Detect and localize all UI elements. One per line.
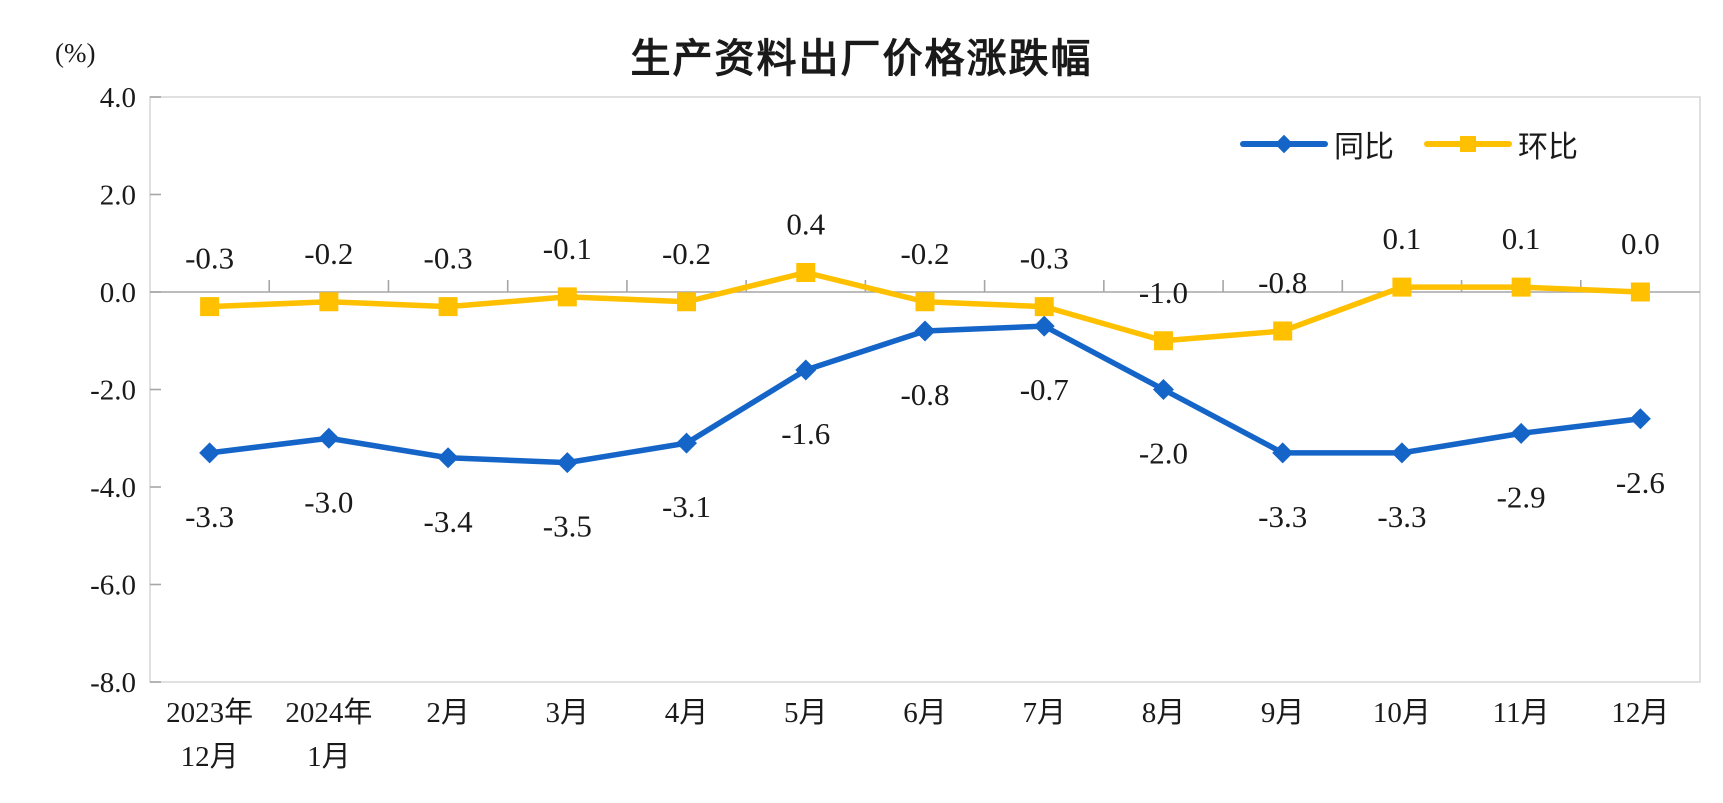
y-axis-tick-label: -6.0 (90, 570, 136, 602)
data-label: -3.4 (424, 504, 474, 539)
data-label: 0.0 (1621, 226, 1660, 261)
data-label: -3.5 (543, 509, 592, 544)
data-point (676, 432, 698, 454)
x-axis-label: 12月 (181, 741, 239, 773)
data-point (1392, 277, 1412, 297)
data-point (677, 292, 697, 312)
data-label: -3.1 (662, 489, 711, 524)
data-label: -0.7 (1020, 372, 1069, 407)
x-axis-label: 4月 (665, 697, 709, 729)
data-label: -0.8 (900, 377, 949, 412)
x-axis-label: 9月 (1261, 697, 1305, 729)
y-axis-tick-label: -8.0 (90, 667, 136, 699)
x-axis-label: 3月 (546, 697, 590, 729)
data-point (438, 297, 458, 317)
yoy-line-marker-icon (1240, 133, 1328, 155)
x-axis-label: 6月 (903, 697, 947, 729)
legend: 同比 环比 (1240, 122, 1578, 166)
x-axis-label: 5月 (784, 697, 828, 729)
data-point (1273, 321, 1293, 341)
data-point (200, 297, 220, 317)
data-label: -2.0 (1139, 436, 1188, 471)
data-point (1034, 297, 1054, 317)
data-label: -3.0 (304, 484, 353, 519)
data-point (437, 447, 459, 469)
y-axis-tick-label: 2.0 (100, 180, 136, 212)
data-label: -0.2 (662, 236, 711, 271)
data-label: 0.4 (786, 207, 825, 242)
legend-label-mom: 环比 (1518, 131, 1578, 164)
data-label: -0.2 (304, 236, 353, 271)
x-axis-label: 2023年 (166, 696, 253, 729)
legend-label-yoy: 同比 (1334, 131, 1394, 164)
data-label: -3.3 (1377, 499, 1426, 534)
data-label: -2.6 (1616, 465, 1665, 500)
data-point (1510, 422, 1532, 444)
data-point (1511, 277, 1531, 297)
chart-title: 生产资料出厂价格涨跌幅 (630, 36, 1093, 81)
data-point (1033, 315, 1055, 337)
data-point (1391, 442, 1413, 464)
data-label: 0.1 (1383, 221, 1422, 256)
legend-item-yoy: 同比 (1240, 122, 1394, 166)
x-axis-label: 7月 (1022, 697, 1066, 729)
data-label: -0.3 (185, 241, 234, 276)
x-axis-label: 10月 (1373, 697, 1431, 729)
x-axis-label: 2024年 (285, 696, 372, 729)
data-point (1272, 442, 1294, 464)
y-axis-tick-label: 0.0 (100, 277, 136, 309)
mom-line-marker-icon (1424, 133, 1512, 155)
legend-item-mom: 环比 (1424, 122, 1578, 166)
data-point (796, 263, 816, 282)
data-point (319, 292, 339, 312)
data-label: -0.3 (424, 241, 473, 276)
x-axis-label: 1月 (307, 741, 351, 773)
data-point (318, 427, 340, 449)
data-point (1152, 379, 1174, 400)
data-point (199, 442, 221, 464)
y-axis-unit-label: (%) (55, 38, 96, 68)
data-label: -3.3 (1258, 499, 1307, 534)
data-label: -1.0 (1139, 275, 1188, 310)
x-axis-label: 12月 (1611, 697, 1669, 729)
data-point (557, 287, 577, 307)
x-axis-label: 2月 (426, 697, 470, 729)
data-label: 0.1 (1502, 221, 1541, 256)
y-axis-tick-label: -4.0 (90, 472, 136, 504)
data-point (795, 359, 817, 381)
data-label: -0.2 (900, 236, 949, 271)
y-axis-tick-label: -2.0 (90, 375, 136, 407)
data-label: -3.3 (185, 499, 234, 534)
data-label: -1.6 (781, 416, 830, 451)
data-point (556, 452, 578, 474)
data-label: -0.1 (543, 231, 592, 266)
data-point (914, 320, 936, 342)
y-axis-tick-label: 4.0 (100, 82, 136, 114)
data-point (915, 292, 935, 312)
data-point (1153, 331, 1173, 351)
data-label: -0.8 (1258, 265, 1307, 300)
x-axis-label: 8月 (1142, 697, 1186, 729)
data-point (1629, 408, 1651, 430)
x-axis-label: 11月 (1493, 697, 1550, 729)
data-label: -0.3 (1020, 241, 1069, 276)
data-point (1630, 282, 1650, 302)
data-label: -2.9 (1497, 479, 1546, 514)
